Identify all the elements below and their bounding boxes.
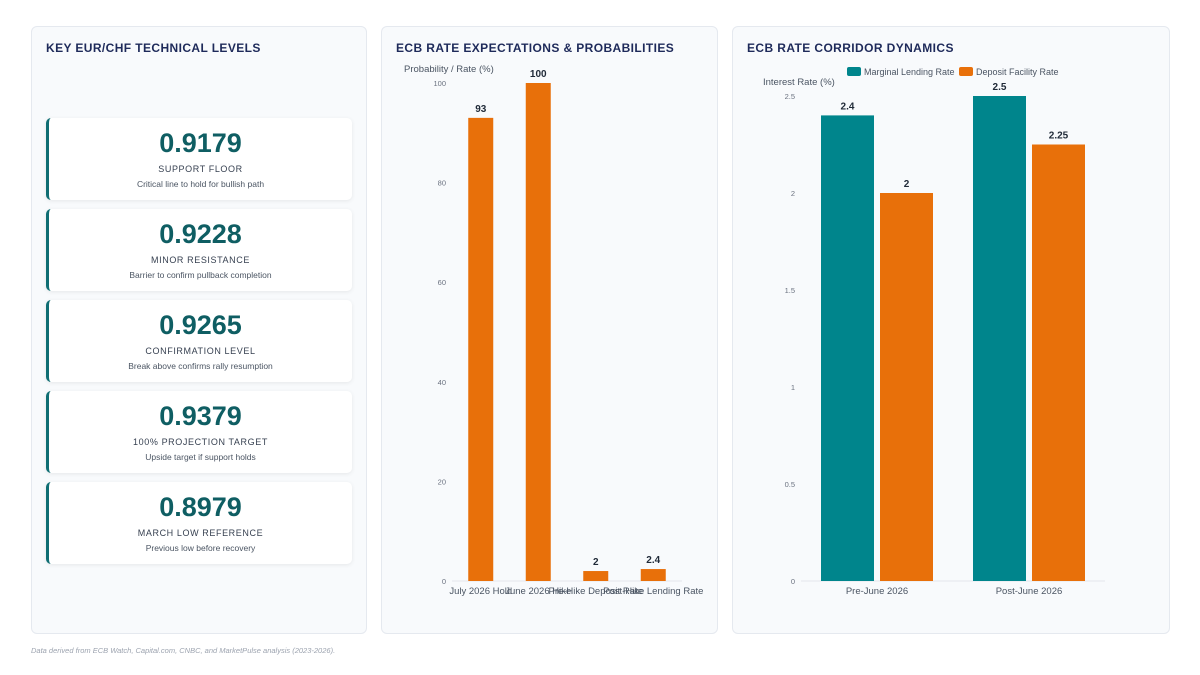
y-tick-label: 60 <box>438 278 446 287</box>
level-card-confirmation-level: 0.9265 CONFIRMATION LEVEL Break above co… <box>46 300 352 382</box>
levels-panel-title: KEY EUR/CHF TECHNICAL LEVELS <box>46 41 261 55</box>
bar-data-label: 2.4 <box>841 101 855 112</box>
level-value: 0.9228 <box>159 219 242 249</box>
y-tick-label: 40 <box>438 378 446 387</box>
level-value: 0.9379 <box>159 401 242 431</box>
y-tick-label: 2.5 <box>785 92 795 101</box>
y-tick-label: 0 <box>442 577 446 586</box>
level-value: 0.8979 <box>159 492 242 522</box>
bar-series1-0 <box>880 193 933 581</box>
y-tick-label: 20 <box>438 477 446 486</box>
level-card-projection-target: 0.9379 100% PROJECTION TARGET Upside tar… <box>46 391 352 473</box>
y-tick-label: 0.5 <box>785 480 795 489</box>
level-card-support-floor: 0.9179 SUPPORT FLOOR Critical line to ho… <box>46 118 352 200</box>
legend-label: Deposit Facility Rate <box>976 67 1059 77</box>
x-tick-label: June 2026 Hike <box>505 586 571 597</box>
legend-swatch-0 <box>847 67 861 76</box>
x-tick-label: Post-June 2026 <box>996 586 1063 597</box>
bar-series1-1 <box>1032 144 1085 581</box>
bar-3 <box>640 569 666 581</box>
corridor-panel: ECB RATE CORRIDOR DYNAMICS Marginal Lend… <box>732 26 1170 634</box>
x-tick-label: Pre-June 2026 <box>846 586 908 597</box>
bar-data-label: 2.25 <box>1049 131 1069 142</box>
corridor-chart: Marginal Lending Rate Deposit Facility Ra… <box>763 67 1105 597</box>
legend-swatch-1 <box>959 67 973 76</box>
level-label: 100% PROJECTION TARGET <box>133 437 268 447</box>
x-tick-label: July 2026 Hold <box>449 586 512 597</box>
corridor-chart-title: ECB RATE CORRIDOR DYNAMICS <box>747 41 954 55</box>
y-tick-label: 80 <box>438 179 446 188</box>
bar-data-label: 2.5 <box>993 82 1007 93</box>
level-description: Break above confirms rally resumption <box>128 361 273 371</box>
bar-data-label: 93 <box>475 104 487 115</box>
level-label: SUPPORT FLOOR <box>158 164 243 174</box>
legend-label: Marginal Lending Rate <box>864 67 955 77</box>
expectations-chart-title: ECB RATE EXPECTATIONS & PROBABILITIES <box>396 41 675 55</box>
level-label: MARCH LOW REFERENCE <box>137 528 264 538</box>
y-tick-label: 1.5 <box>785 286 795 295</box>
level-description: Barrier to confirm pullback completion <box>129 270 272 280</box>
bar-data-label: 2 <box>593 557 599 568</box>
bar-series0-0 <box>821 115 874 582</box>
y-tick-label: 1 <box>791 383 795 392</box>
x-tick-label: Post-Hike Lending Rate <box>603 586 703 597</box>
level-card-march-low: 0.8979 MARCH LOW REFERENCE Previous low … <box>46 482 352 564</box>
expectations-chart: Probability / Rate (%) 0 20 40 60 80 100 93 July… <box>404 64 703 597</box>
y-tick-label: 2 <box>791 189 795 198</box>
bar-1 <box>525 83 551 581</box>
expectations-panel: ECB RATE EXPECTATIONS & PROBABILITIES Pr… <box>381 26 718 634</box>
level-card-minor-resistance: 0.9228 MINOR RESISTANCE Barrier to confi… <box>46 209 352 291</box>
x-tick-label: Pre-Hike Deposit Rate <box>548 586 643 597</box>
level-value: 0.9179 <box>159 128 242 158</box>
y-axis-label: Probability / Rate (%) <box>404 64 494 75</box>
y-tick-label: 0 <box>791 577 795 586</box>
level-label: CONFIRMATION LEVEL <box>145 346 256 356</box>
level-description: Upside target if support holds <box>145 452 256 462</box>
bar-data-label: 2.4 <box>646 555 660 566</box>
level-label: MINOR RESISTANCE <box>151 255 250 265</box>
bar-0 <box>468 117 494 582</box>
y-axis-label: Interest Rate (%) <box>763 77 835 88</box>
levels-panel: KEY EUR/CHF TECHNICAL LEVELS 0.9179 SUPP… <box>31 26 367 634</box>
level-value: 0.9265 <box>159 310 242 340</box>
bar-2 <box>583 571 609 581</box>
y-tick-label: 100 <box>433 79 446 88</box>
bar-data-label: 100 <box>530 69 547 80</box>
bar-data-label: 2 <box>904 179 910 190</box>
source-footnote: Data derived from ECB Watch, Capital.com… <box>31 646 336 655</box>
level-description: Previous low before recovery <box>145 543 256 553</box>
bar-series0-1 <box>973 96 1026 581</box>
level-description: Critical line to hold for bullish path <box>136 179 265 189</box>
